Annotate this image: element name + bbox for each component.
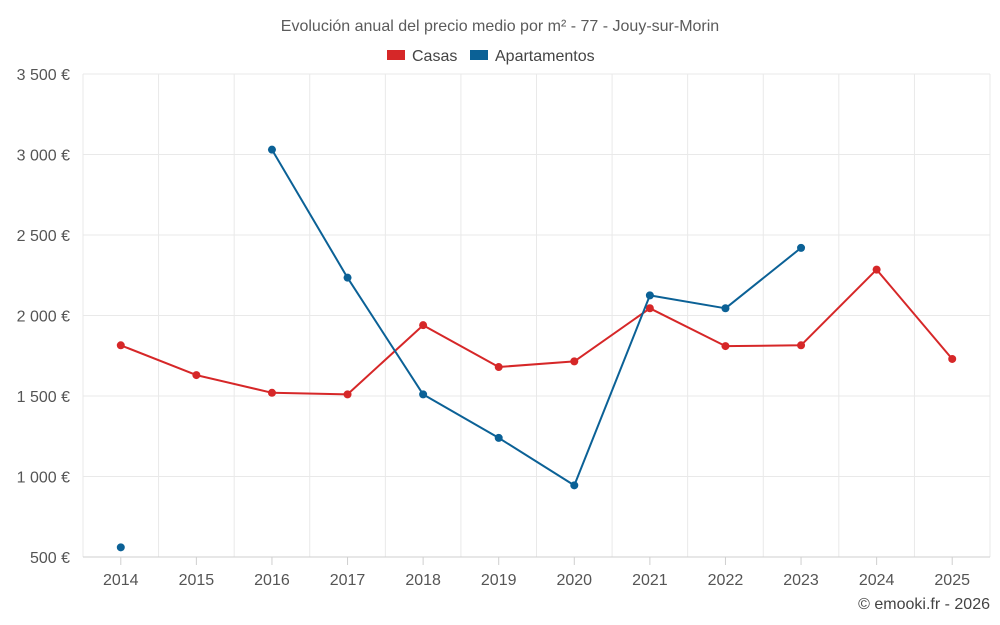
- data-point-casas[interactable]: [948, 354, 957, 363]
- x-tick-label: 2016: [254, 572, 290, 589]
- data-point-apartamentos[interactable]: [267, 145, 276, 154]
- data-point-casas[interactable]: [570, 357, 579, 366]
- legend-item-casas[interactable]: Casas: [387, 48, 457, 65]
- y-tick-label: 3 500 €: [17, 67, 70, 84]
- data-point-casas[interactable]: [116, 341, 125, 350]
- data-point-casas[interactable]: [721, 342, 730, 351]
- y-tick-label: 1 500 €: [17, 389, 70, 406]
- y-tick-label: 500 €: [30, 550, 70, 567]
- y-tick-label: 2 000 €: [17, 309, 70, 326]
- series: [116, 145, 957, 552]
- x-tick-label: 2017: [330, 572, 366, 589]
- data-point-casas[interactable]: [267, 388, 276, 397]
- x-tick-label: 2014: [103, 572, 139, 589]
- x-tick-label: 2018: [405, 572, 441, 589]
- data-point-casas[interactable]: [419, 321, 428, 330]
- x-tick-label: 2019: [481, 572, 517, 589]
- axes: 500 € 1 000 € 1 500 € 2 000 € 2 500 € 3 000 €…: [17, 67, 990, 589]
- data-point-casas[interactable]: [192, 371, 201, 380]
- data-point-apartamentos[interactable]: [645, 291, 654, 300]
- chart-title: Evolución anual del precio medio por m² …: [281, 18, 719, 35]
- data-point-apartamentos[interactable]: [116, 543, 125, 552]
- x-tick-label: 2022: [708, 572, 744, 589]
- x-tick-label: 2021: [632, 572, 668, 589]
- legend-item-apartamentos[interactable]: Apartamentos: [470, 48, 595, 65]
- data-point-apartamentos[interactable]: [721, 304, 730, 313]
- y-tick-label: 2 500 €: [17, 228, 70, 245]
- x-tick-label: 2020: [556, 572, 592, 589]
- data-point-casas[interactable]: [494, 363, 503, 372]
- legend-label-apartamentos: Apartamentos: [495, 48, 595, 65]
- data-point-apartamentos[interactable]: [570, 481, 579, 490]
- x-tick-label: 2024: [859, 572, 895, 589]
- data-point-casas[interactable]: [872, 265, 881, 274]
- data-point-apartamentos[interactable]: [797, 243, 806, 252]
- x-tick-label: 2025: [934, 572, 970, 589]
- x-tick-label: 2023: [783, 572, 819, 589]
- series-line-apartamentos: [271, 149, 802, 487]
- series-apartamentos: [116, 145, 806, 552]
- credit-text: © emooki.fr - 2026: [858, 596, 990, 613]
- legend-label-casas: Casas: [412, 48, 457, 65]
- data-point-apartamentos[interactable]: [343, 273, 352, 282]
- y-tick-label: 1 000 €: [17, 470, 70, 487]
- data-point-casas[interactable]: [645, 304, 654, 313]
- y-tick-label: 3 000 €: [17, 148, 70, 165]
- legend-swatch-apartamentos: [470, 50, 488, 60]
- data-point-apartamentos[interactable]: [494, 433, 503, 442]
- series-casas: [116, 265, 957, 399]
- data-point-casas[interactable]: [343, 390, 352, 399]
- data-point-casas[interactable]: [797, 341, 806, 350]
- data-point-apartamentos[interactable]: [419, 390, 428, 399]
- legend: Casas Apartamentos: [387, 48, 595, 65]
- x-tick-label: 2015: [179, 572, 215, 589]
- series-line-casas: [120, 268, 953, 396]
- grid: [82, 73, 991, 557]
- legend-swatch-casas: [387, 50, 405, 60]
